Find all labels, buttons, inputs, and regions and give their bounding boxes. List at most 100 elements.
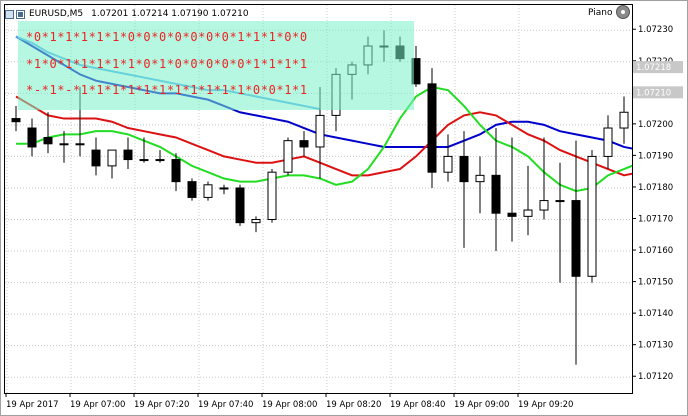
time-axis[interactable]: 19 Apr 2017 19 Apr 07:00 19 Apr 07:20 19 Ap…: [4, 393, 631, 413]
candle: [443, 134, 453, 182]
price-tick-label: 1.07190: [638, 151, 673, 161]
price-tick-label: 1.07200: [638, 120, 673, 130]
bull-candle-body: [267, 171, 277, 221]
current-price-tag-bg: [633, 61, 683, 74]
bear-candle-body: [491, 174, 501, 214]
bull-candle-body: [587, 155, 597, 277]
indicator-overlay: *0*1*1*1*1*1*0*0*0*0*0*0*0*1*1*1*0*0 *1*…: [18, 21, 414, 110]
ohlc-values: 1.07201 1.07214 1.07190 1.07210: [91, 9, 249, 19]
bull-candle-body: [203, 184, 213, 198]
time-tick-label: 19 Apr 07:20: [134, 400, 189, 410]
bear-candle-body: [11, 118, 21, 123]
time-tick-label: 19 Apr 09:00: [454, 400, 509, 410]
bull-candle-body: [283, 140, 293, 173]
candle: [155, 150, 165, 163]
price-tick-label: 1.07180: [638, 183, 673, 193]
candle: [587, 150, 597, 283]
bull-candle-body: [475, 174, 485, 183]
candle: [507, 137, 517, 242]
candle: [203, 181, 213, 201]
candle: [603, 115, 613, 170]
indicator-name: Piano: [588, 8, 613, 18]
time-tick-label: 19 Apr 08:00: [262, 400, 317, 410]
time-axis-svg: 19 Apr 2017 19 Apr 07:00 19 Apr 07:20 19 Ap…: [5, 393, 573, 410]
chart-header: EURUSD,M5 1.07201 1.07214 1.07190 1.0721…: [5, 7, 249, 21]
candle: [139, 137, 149, 163]
current-price-tag: 1.07210: [636, 88, 671, 98]
candle: [43, 112, 53, 154]
time-tick-label: 19 Apr 08:40: [390, 400, 445, 410]
price-tick-label: 1.07160: [638, 246, 673, 256]
candle: [555, 162, 565, 283]
bull-candle-body: [315, 114, 325, 148]
bear-candle-body: [571, 200, 581, 277]
bull-candle-body: [219, 187, 229, 190]
bear-candle-body: [507, 212, 517, 217]
bear-candle-body: [123, 149, 133, 161]
candle: [59, 131, 69, 163]
candle: [523, 165, 533, 236]
candle: [571, 140, 581, 365]
bear-candle-body: [187, 181, 197, 198]
candle: [235, 184, 245, 226]
candle: [427, 68, 437, 188]
gear-icon[interactable]: [616, 5, 630, 19]
candle: [251, 216, 261, 233]
candle: [107, 149, 117, 179]
bull-candle-body: [619, 111, 629, 129]
price-axis[interactable]: 1.072301.072201.072101.072001.071901.071…: [632, 4, 684, 392]
bull-candle-body: [59, 143, 69, 146]
bear-candle-body: [299, 140, 309, 148]
bear-candle-body: [27, 127, 37, 148]
time-tick-label: 19 Apr 09:20: [518, 400, 573, 410]
bull-candle-body: [251, 219, 261, 224]
candle: [299, 131, 309, 157]
bull-candle-body: [443, 155, 453, 173]
current-price-tag: 1.07218: [636, 63, 671, 73]
time-tick-label: 19 Apr 07:40: [198, 400, 253, 410]
ma-line-green: [16, 85, 641, 193]
current-price-tag-bg: [633, 86, 683, 99]
bear-candle-body: [91, 149, 101, 167]
candle: [27, 118, 37, 157]
overlay-line-3: *-*1*-*1*1*1*1*1*1*1*1*1*1*1*0*0*1*1: [26, 83, 308, 97]
time-tick-label: 19 Apr 07:00: [70, 400, 125, 410]
maximize-icon[interactable]: [16, 9, 25, 19]
bull-candle-body: [107, 149, 117, 167]
price-tick-label: 1.07140: [638, 309, 673, 319]
price-axis-svg: 1.072301.072201.072101.072001.071901.071…: [632, 25, 683, 382]
candle: [619, 96, 629, 144]
ma-line-red: [15, 95, 641, 177]
price-tick-label: 1.07150: [638, 278, 673, 288]
price-tick-label: 1.07170: [638, 215, 673, 225]
bull-candle-body: [555, 200, 565, 203]
bull-candle-body: [155, 159, 165, 162]
chart-window-icon[interactable]: [5, 9, 14, 19]
candle: [475, 156, 485, 214]
time-tick-label: 19 Apr 08:20: [326, 400, 381, 410]
bull-candle-body: [523, 209, 533, 217]
candle: [123, 137, 133, 170]
price-tick-label: 1.07230: [638, 25, 673, 35]
bull-candle-body: [75, 143, 85, 146]
symbol-timeframe: EURUSD,M5: [29, 9, 84, 19]
candle: [91, 137, 101, 176]
bull-candle-body: [139, 159, 149, 162]
candle: [539, 137, 549, 220]
candle: [491, 128, 501, 252]
bull-candle-body: [603, 127, 613, 157]
candle: [171, 153, 181, 192]
overlay-line-1: *0*1*1*1*1*1*0*0*0*0*0*0*0*1*1*1*0*0: [26, 30, 308, 44]
price-tick-label: 1.07120: [638, 372, 673, 382]
candle: [283, 137, 293, 176]
candle: [11, 105, 21, 132]
overlay-line-2: *1*0*1*1*1*1*1*0*1*0*0*0*0*0*1*1*1*1: [26, 57, 308, 71]
candle: [219, 184, 229, 195]
bull-candle-body: [539, 200, 549, 211]
candle: [267, 169, 277, 223]
bear-candle-body: [43, 136, 53, 145]
bear-candle-body: [235, 187, 245, 224]
time-tick-label: 19 Apr 2017: [6, 400, 59, 410]
bear-candle-body: [459, 155, 469, 183]
